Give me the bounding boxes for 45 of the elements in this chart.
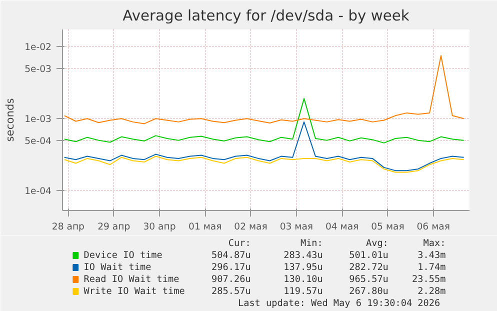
- x-tick-label: 02 мая: [234, 222, 268, 232]
- x-tick-label: 30 апр: [143, 222, 176, 232]
- text: 23.55m: [412, 274, 446, 285]
- text: 285.57u: [212, 286, 251, 297]
- y-tick-label: 1e-03: [24, 114, 52, 126]
- text: Min:: [300, 238, 323, 249]
- text: 296.17u: [212, 262, 251, 273]
- x-tick-label: 28 апр: [52, 222, 85, 232]
- x-tick-label: 06 мая: [416, 222, 450, 232]
- text: 2.28m: [418, 286, 446, 297]
- line-series: [64, 98, 464, 144]
- text: Last update: Wed May 6 19:30:04 2026: [238, 298, 441, 309]
- y-tick-label: 5e-04: [24, 136, 52, 147]
- y-tick-label: 1e-04: [24, 186, 52, 198]
- legend-label: Write IO Wait time: [84, 286, 186, 297]
- x-tick-label: 03 мая: [280, 222, 314, 232]
- text: 282.72u: [349, 262, 388, 273]
- y-axis-title: seconds: [4, 98, 17, 142]
- line-series: [64, 156, 464, 173]
- text: Avg:: [366, 238, 388, 249]
- text: 137.95u: [284, 262, 323, 273]
- text: 267.80u: [349, 286, 388, 297]
- text: Max:: [423, 238, 446, 249]
- text: 283.43u: [284, 250, 323, 261]
- text: 119.57u: [284, 286, 323, 297]
- text: 965.57u: [349, 274, 388, 285]
- x-tick-label: 05 мая: [371, 222, 404, 232]
- legend-label: Read IO Wait time: [84, 274, 180, 285]
- text: 130.10u: [284, 274, 323, 285]
- text: Cur:: [228, 238, 251, 249]
- text: 3.43m: [418, 250, 446, 261]
- x-tick-label: 29 апр: [98, 222, 130, 232]
- y-tick-label: 5e-03: [24, 64, 52, 75]
- legend-label: IO Wait time: [84, 262, 152, 273]
- chart-title: Average latency for /dev/sda - by week: [122, 8, 410, 24]
- line-series: [64, 121, 464, 172]
- text: 504.87u: [212, 250, 251, 261]
- text: 1.74m: [418, 262, 446, 273]
- line-series: [64, 55, 464, 124]
- legend-label: Device IO time: [84, 250, 163, 261]
- x-tick-label: 01 мая: [188, 222, 222, 232]
- text: 501.01u: [349, 250, 388, 261]
- x-tick-label: 04 мая: [325, 222, 359, 232]
- text: 907.26u: [212, 274, 251, 285]
- y-tick-label: 1e-02: [24, 42, 52, 54]
